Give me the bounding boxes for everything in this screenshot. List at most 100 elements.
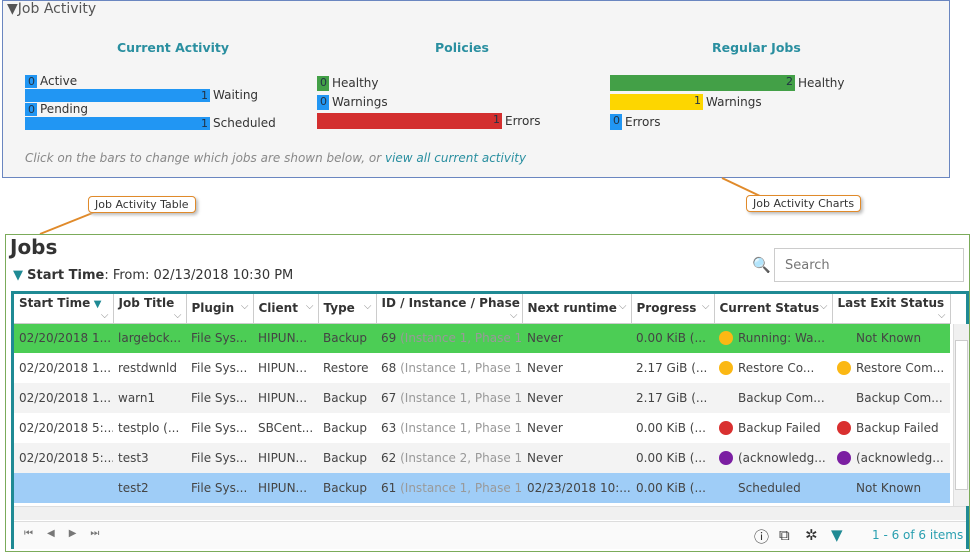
cell: Never bbox=[527, 421, 563, 435]
cell: test2 bbox=[118, 481, 149, 495]
pager-buttons[interactable]: ⏮◀▶⏭ bbox=[24, 528, 114, 539]
horizontal-scrollbar[interactable] bbox=[14, 506, 966, 520]
cell: File Sys... bbox=[191, 391, 248, 405]
export-icon[interactable]: ⧉ bbox=[779, 526, 790, 544]
regular-warnings-bar[interactable]: 1 bbox=[610, 94, 703, 110]
cell: Never bbox=[527, 451, 563, 465]
cell-id: 61 (Instance 1, Phase 1) bbox=[381, 481, 522, 495]
cell: Backup bbox=[323, 451, 367, 465]
cell: HIPUN... bbox=[258, 481, 308, 495]
cell: HIPUN... bbox=[258, 391, 308, 405]
current-scheduled-bar[interactable]: 1 bbox=[25, 117, 210, 130]
table-row[interactable]: 02/20/2018 1... restdwnld File Sys... HIPUN… bbox=[14, 353, 950, 383]
table-row[interactable]: test2 File Sys... HIPUN... Backup 61 (Instan… bbox=[14, 473, 950, 503]
cell: Never bbox=[527, 361, 563, 375]
job-activity-charts-callout: Job Activity Charts bbox=[746, 195, 862, 212]
settings-icon[interactable]: ✲ bbox=[805, 526, 818, 544]
cell: 02/20/2018 1... bbox=[19, 391, 112, 405]
cell: 02/20/2018 5:... bbox=[19, 451, 113, 465]
cell: test3 bbox=[118, 451, 149, 465]
regular-errors-label: Errors bbox=[625, 114, 661, 129]
column-header[interactable]: Progress ⌵ bbox=[631, 294, 715, 324]
cell: Backup bbox=[323, 331, 367, 346]
status-cell: Not Known bbox=[856, 481, 922, 495]
current-waiting-label: Waiting bbox=[213, 88, 259, 102]
cell: largebck... bbox=[118, 331, 182, 346]
table-row[interactable]: 02/20/2018 1... largebck... File Sys... HIP… bbox=[14, 323, 950, 353]
current-pending-bar[interactable]: 0 bbox=[25, 103, 37, 116]
cell: 0.00 KiB (... bbox=[636, 451, 706, 465]
current-pending-label: Pending bbox=[40, 102, 88, 116]
cell: 02/20/2018 5:... bbox=[19, 421, 113, 435]
cell: File Sys... bbox=[191, 331, 248, 346]
status-cell: Not Known bbox=[856, 331, 922, 346]
status-dot-icon bbox=[719, 421, 733, 435]
column-header[interactable]: Type ⌵ bbox=[318, 294, 377, 324]
status-cell: Restore Co... bbox=[714, 353, 832, 383]
jobs-table: Start Time ▼ ⌵ Job Title ⌵ Plugin ⌵ Client ⌵ Typ… bbox=[14, 294, 951, 503]
cell: 2.17 GiB (... bbox=[636, 361, 708, 375]
vertical-scrollbar[interactable] bbox=[953, 324, 969, 506]
column-header[interactable]: Current Status ⌵ bbox=[714, 294, 833, 324]
panel-title: Job Activity bbox=[17, 1, 97, 17]
status-cell: Restore Com... bbox=[832, 353, 950, 383]
policies-healthy-bar[interactable]: 0 bbox=[317, 76, 329, 91]
status-dot-icon bbox=[719, 361, 733, 375]
pager-info: 1 - 6 of 6 items bbox=[872, 528, 964, 542]
info-icon[interactable]: ⓘ bbox=[754, 528, 770, 546]
scrollbar-thumb[interactable] bbox=[955, 340, 968, 490]
collapse-triangle-icon: ▼ bbox=[7, 1, 18, 17]
job-activity-table-callout: Job Activity Table bbox=[88, 196, 196, 213]
view-all-activity-link[interactable]: view all current activity bbox=[384, 151, 527, 165]
status-cell: Backup Failed bbox=[832, 413, 950, 443]
status-cell: Backup Failed bbox=[714, 413, 832, 443]
cell: testplo (... bbox=[118, 421, 180, 435]
filter-icon[interactable]: ▼ bbox=[831, 526, 843, 544]
regular-jobs-title: Regular Jobs bbox=[712, 40, 801, 55]
column-header[interactable]: Client ⌵ bbox=[253, 294, 319, 324]
table-row[interactable]: 02/20/2018 5:... testplo (... File Sys... S… bbox=[14, 413, 950, 443]
job-activity-toggle[interactable]: ▼Job Activity bbox=[7, 1, 96, 17]
status-cell: (acknowledg... bbox=[714, 443, 832, 473]
table-row[interactable]: 02/20/2018 1... warn1 File Sys... HIPUN... B… bbox=[14, 383, 950, 413]
cell: Backup bbox=[323, 481, 367, 495]
cell: File Sys... bbox=[191, 421, 248, 435]
regular-errors-bar[interactable]: 0 bbox=[610, 114, 622, 130]
policies-warnings-label: Warnings bbox=[332, 95, 388, 109]
start-time-filter[interactable]: ▼ Start Time: From: 02/13/2018 10:30 PM bbox=[13, 268, 294, 283]
callout-pointers bbox=[39, 177, 761, 235]
cell: HIPUN... bbox=[258, 451, 308, 465]
column-header[interactable]: Job Title ⌵ bbox=[113, 294, 187, 324]
policies-errors-bar[interactable]: 1 bbox=[317, 113, 502, 129]
current-active-bar[interactable]: 0 bbox=[25, 75, 37, 88]
search-input[interactable] bbox=[774, 248, 964, 282]
regular-healthy-bar[interactable]: 2 bbox=[610, 75, 795, 91]
status-dot-icon bbox=[837, 421, 851, 435]
column-header[interactable]: Next runtime ⌵ bbox=[522, 294, 632, 324]
status-cell: Running: Wa... bbox=[714, 323, 832, 353]
current-waiting-bar[interactable]: 1 bbox=[25, 89, 210, 102]
column-header[interactable]: ID / Instance / Phase ⌵ bbox=[376, 294, 523, 324]
search-icon: 🔍 bbox=[752, 256, 771, 274]
column-header[interactable]: Start Time ▼ ⌵ bbox=[14, 294, 114, 324]
cell: SBCent... bbox=[258, 421, 314, 435]
grid-footer: ⏮◀▶⏭ ⓘ ⧉ ✲ ▼ 1 - 6 of 6 items bbox=[14, 521, 966, 549]
status-dot-icon bbox=[719, 451, 733, 465]
job-activity-panel: ▼Job Activity Current Activity Policies … bbox=[2, 0, 950, 178]
current-active-label: Active bbox=[40, 74, 78, 88]
hint-text: Click on the bars to change which jobs a… bbox=[25, 151, 527, 165]
regular-warnings-label: Warnings bbox=[706, 94, 762, 109]
status-cell: (acknowledg... bbox=[832, 443, 950, 473]
table-row[interactable]: 02/20/2018 5:... test3 File Sys... HIPUN...… bbox=[14, 443, 950, 473]
status-dot-icon bbox=[719, 331, 733, 346]
cell: 2.17 GiB (... bbox=[636, 391, 708, 405]
cell-id: 68 (Instance 1, Phase 1) bbox=[381, 361, 522, 375]
policies-warnings-bar[interactable]: 0 bbox=[317, 95, 329, 110]
cell: 0.00 KiB (... bbox=[636, 421, 706, 435]
column-header[interactable]: Plugin ⌵ bbox=[186, 294, 254, 324]
cell: HIPUN... bbox=[258, 331, 308, 346]
column-header[interactable]: Last Exit Status ⌵ bbox=[832, 294, 951, 324]
filter-icon: ▼ bbox=[13, 268, 23, 283]
status-cell: Backup Com... bbox=[856, 391, 943, 405]
status-cell: Backup Com... bbox=[738, 391, 825, 405]
